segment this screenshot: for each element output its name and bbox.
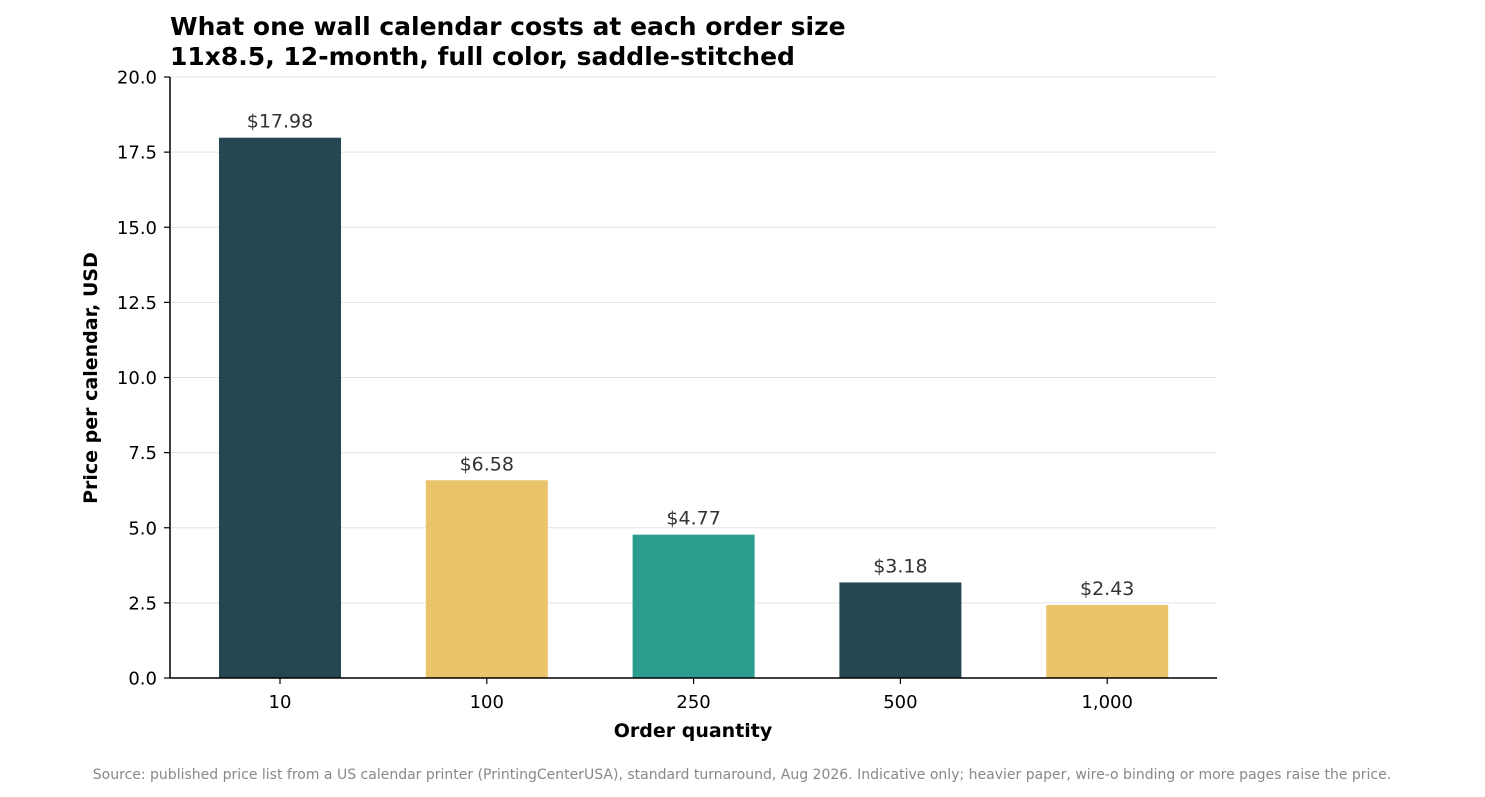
x-tick-label: 100 — [470, 692, 504, 713]
y-axis-label: Price per calendar, USD — [80, 252, 102, 504]
bar-100 — [425, 480, 548, 678]
value-label: $4.77 — [666, 508, 720, 530]
bars — [219, 137, 1169, 679]
bar-10 — [219, 137, 341, 679]
value-label: $17.98 — [247, 111, 313, 133]
bar-250 — [632, 534, 755, 678]
y-tick-label: 12.5 — [117, 293, 157, 314]
chart-title: What one wall calendar costs at each ord… — [170, 12, 846, 41]
bar-1000 — [1046, 604, 1169, 678]
x-axis-label: Order quantity — [614, 720, 773, 742]
y-axis-ticks: 0.0 2.5 5.0 7.5 10.0 12.5 15.0 17.5 20.0 — [117, 68, 170, 690]
y-tick-label: 15.0 — [117, 218, 157, 239]
value-label: $2.43 — [1080, 578, 1134, 600]
x-axis-ticks: 10 100 250 500 1,000 — [269, 678, 1133, 713]
value-label: $3.18 — [873, 555, 927, 577]
source-note: Source: published price list from a US c… — [93, 767, 1391, 783]
bar-500 — [839, 582, 962, 678]
y-tick-label: 5.0 — [128, 518, 157, 539]
x-tick-label: 250 — [676, 692, 710, 713]
x-tick-label: 10 — [269, 692, 292, 713]
y-tick-label: 0.0 — [128, 669, 157, 690]
value-label: $6.58 — [460, 453, 514, 475]
x-tick-label: 500 — [883, 692, 917, 713]
y-tick-label: 17.5 — [117, 143, 157, 164]
value-labels: $17.98 $6.58 $4.77 $3.18 $2.43 — [247, 111, 1135, 600]
y-tick-label: 20.0 — [117, 68, 157, 89]
y-tick-label: 7.5 — [128, 443, 157, 464]
y-tick-label: 10.0 — [117, 368, 157, 389]
chart-subtitle: 11x8.5, 12-month, full color, saddle-sti… — [170, 42, 795, 71]
gridlines — [170, 76, 1217, 604]
x-tick-label: 1,000 — [1081, 692, 1133, 713]
y-tick-label: 2.5 — [128, 593, 157, 614]
